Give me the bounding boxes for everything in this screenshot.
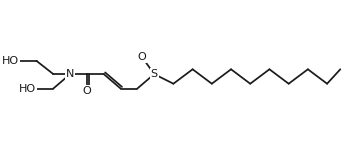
Text: N: N: [66, 69, 74, 79]
Text: HO: HO: [2, 56, 19, 66]
Text: O: O: [138, 52, 146, 62]
Text: O: O: [83, 86, 91, 96]
Text: HO: HO: [19, 83, 36, 93]
Text: S: S: [151, 69, 158, 79]
